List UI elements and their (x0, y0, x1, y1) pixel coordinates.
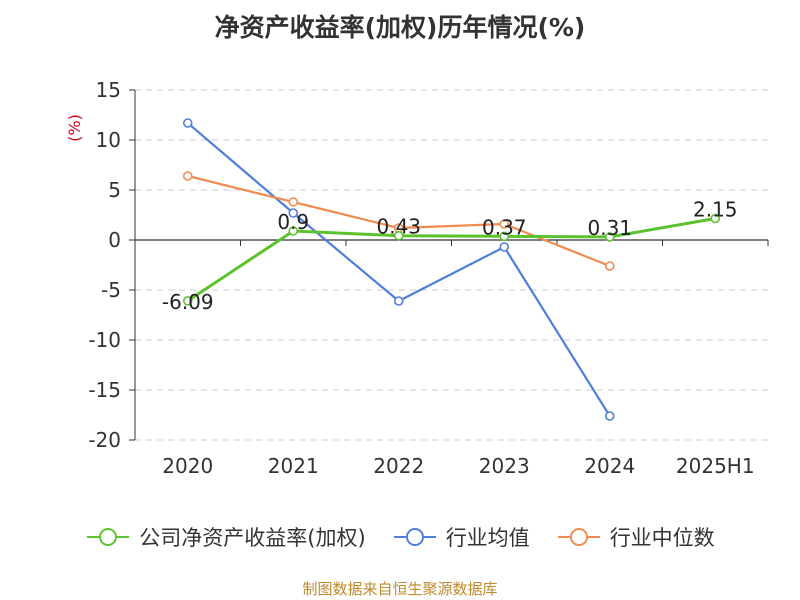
legend-item-industry-mean[interactable]: 行业均值 (392, 522, 530, 552)
legend-label-industry-mean: 行业均值 (445, 526, 530, 550)
chart-title: 净资产收益率(加权)历年情况(%) (214, 13, 586, 42)
y-axis-label: (%) (65, 114, 84, 142)
data-point (288, 226, 299, 236)
data-label: 0.9 (277, 210, 309, 234)
data-point (499, 242, 510, 252)
data-label: -6.09 (162, 290, 214, 314)
x-tick-label: 2020 (162, 454, 213, 478)
data-point (499, 231, 510, 242)
data-point (288, 197, 299, 207)
data-point (604, 261, 615, 271)
data-label: 0.37 (482, 215, 527, 239)
series-line-0 (186, 217, 716, 303)
x-tick-label: 2022 (373, 454, 424, 478)
legend-marker-company (87, 528, 130, 546)
y-tick-label: -15 (88, 378, 121, 402)
source-note: 制图数据来自恒生聚源数据库 (302, 580, 498, 598)
y-tick-label: 0 (108, 228, 121, 252)
data-point (182, 118, 193, 128)
data-point (182, 171, 193, 181)
data-point (604, 232, 615, 242)
y-tick-label: -10 (88, 328, 121, 352)
data-point (499, 219, 510, 229)
legend: 公司净资产收益率(加权) 行业均值 行业中位数 (0, 522, 800, 552)
x-tick-label: 2023 (479, 454, 530, 478)
data-label: 2.15 (693, 198, 738, 222)
data-point (393, 230, 404, 241)
y-tick-label: 15 (96, 78, 121, 102)
y-tick-label: -20 (88, 428, 121, 452)
x-tick-label: 2025H1 (676, 454, 755, 478)
data-point (604, 411, 615, 421)
y-tick-label: -5 (101, 278, 121, 302)
data-point (710, 213, 721, 224)
x-tick-label: 2024 (584, 454, 635, 478)
legend-label-industry-median: 行业中位数 (609, 526, 715, 550)
data-label: 0.43 (376, 215, 421, 239)
data-point (182, 296, 193, 306)
x-tick-label: 2021 (268, 454, 319, 478)
y-tick-label: 5 (108, 178, 121, 202)
y-tick-label: 10 (96, 128, 121, 152)
legend-item-company[interactable]: 公司净资产收益率(加权) (85, 522, 366, 552)
legend-label-company: 公司净资产收益率(加权) (139, 526, 366, 550)
data-point (288, 208, 299, 218)
legend-marker-industry-median (557, 528, 600, 546)
series-line-1 (187, 122, 611, 417)
legend-item-industry-median[interactable]: 行业中位数 (556, 522, 715, 552)
legend-marker-industry-mean (393, 528, 436, 546)
data-label: 0.31 (587, 216, 632, 240)
data-point (393, 296, 404, 306)
